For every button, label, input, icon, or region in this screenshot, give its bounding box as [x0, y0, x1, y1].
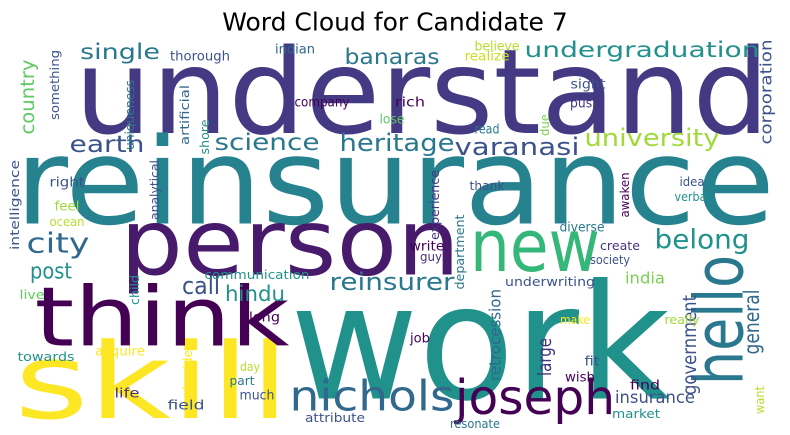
word: thank [470, 179, 505, 193]
word: reinsurance [15, 114, 775, 253]
word: guy [420, 250, 442, 264]
word: something [48, 50, 62, 120]
word: insurance [615, 388, 695, 408]
word: due [538, 114, 552, 136]
word: indian [275, 43, 315, 58]
word: artificial [178, 85, 192, 145]
word: city [27, 227, 90, 260]
word: thorough [170, 50, 230, 65]
word: post [30, 260, 72, 285]
word: government [679, 295, 701, 395]
word: push [570, 97, 600, 112]
word: realize [465, 50, 510, 65]
word: beside [181, 350, 195, 390]
word: corporation [757, 40, 776, 145]
word: company [295, 96, 350, 111]
word: live [20, 288, 45, 302]
word: understand [75, 23, 770, 161]
word: create [600, 239, 640, 253]
word: department [453, 214, 467, 289]
word: towards [18, 350, 75, 364]
word: idea [680, 175, 705, 189]
word: general [740, 290, 764, 355]
word: call [182, 272, 220, 300]
word: analytical [148, 160, 162, 220]
word: resonate [450, 417, 500, 431]
word: day [240, 360, 260, 374]
word: believe [475, 40, 520, 55]
word: communication [205, 268, 310, 282]
word: university [585, 124, 720, 152]
word: person [120, 190, 460, 297]
word: belong [655, 225, 750, 256]
word: field [168, 399, 205, 414]
word: feel [55, 200, 80, 215]
word: work [290, 250, 670, 435]
word: think [35, 271, 291, 366]
word: experience [428, 170, 442, 240]
word: fit [585, 355, 600, 370]
word: banaras [345, 45, 440, 69]
word: earth [70, 132, 145, 158]
word: find [630, 379, 660, 394]
word: ocean [50, 215, 85, 229]
chart-title: Word Cloud for Candidate 7 [222, 8, 568, 37]
word: undergraduation [525, 38, 760, 62]
word: make [560, 313, 590, 327]
word: varanasi [455, 133, 580, 161]
word: market [612, 407, 660, 421]
word: retrocession [486, 289, 505, 381]
word: india [625, 269, 665, 288]
word: acquire [95, 345, 145, 360]
word: skill [15, 321, 290, 435]
word: part [230, 374, 255, 388]
word: society [590, 253, 630, 267]
word: verbal [675, 190, 710, 204]
word: write [410, 240, 445, 255]
word: along [240, 311, 280, 326]
word: country [17, 60, 39, 135]
word: really [665, 313, 700, 327]
word: heritage [340, 129, 455, 157]
word: intelligence [8, 160, 22, 250]
word: new [470, 204, 600, 288]
word: shore [198, 120, 212, 155]
word: diverse [560, 221, 605, 236]
word: job [409, 332, 430, 347]
word: sight [571, 78, 606, 93]
word: reinsurer [330, 268, 455, 296]
word: want [753, 386, 767, 414]
word: large [534, 338, 556, 376]
word: hello [681, 255, 760, 385]
word: rich [395, 96, 425, 111]
word: much [240, 389, 275, 404]
word: science [215, 130, 320, 156]
word: attribute [305, 411, 365, 425]
word: wish [565, 371, 595, 386]
word: lose [380, 113, 405, 128]
word: nichols [290, 372, 455, 421]
word: single [80, 40, 160, 64]
word: awaken [618, 173, 632, 218]
word: joseph [454, 370, 615, 426]
word: life [115, 387, 140, 402]
word: underwriting [505, 275, 595, 289]
word: hindu [225, 282, 285, 306]
word: right [50, 176, 85, 191]
word: read [475, 123, 500, 138]
word: uniqueness [123, 80, 137, 150]
word: child [128, 275, 142, 305]
